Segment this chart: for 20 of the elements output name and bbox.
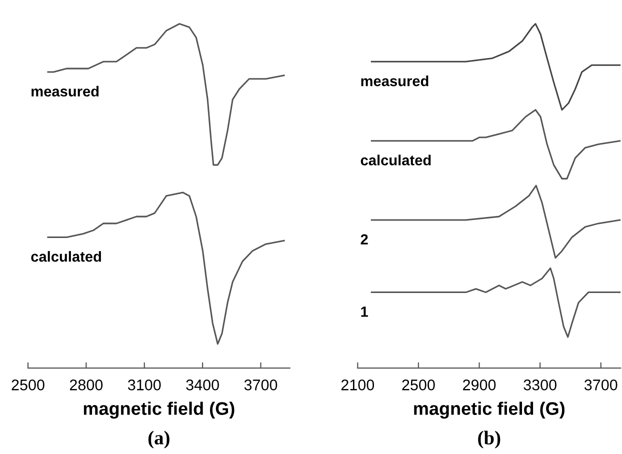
x-tick-label: 2900 bbox=[463, 380, 496, 390]
x-tick-label: 3300 bbox=[524, 380, 556, 390]
x-tick-label: 2500 bbox=[402, 380, 435, 390]
series-label: measured bbox=[361, 76, 428, 86]
x-axis-title: magnetic field (G) bbox=[414, 402, 564, 419]
x-tick-label: 3100 bbox=[128, 380, 161, 390]
x-axis-title: magnetic field (G) bbox=[84, 402, 234, 419]
x-tick-label: 2800 bbox=[70, 380, 103, 390]
series-label: 1 bbox=[361, 306, 368, 317]
x-tick-label: 2100 bbox=[341, 380, 374, 390]
x-tick-label: 3700 bbox=[244, 380, 278, 390]
text: (b) bbox=[478, 430, 500, 448]
text: (a) bbox=[148, 430, 170, 448]
x-tick-label: 3700 bbox=[584, 380, 618, 390]
series-label: measured bbox=[32, 86, 99, 97]
series-label: calculated bbox=[31, 251, 101, 262]
series-label: calculated bbox=[360, 154, 431, 166]
x-tick-label: 3400 bbox=[186, 380, 219, 390]
x-tick-label: 2500 bbox=[12, 380, 44, 390]
series-label: 2 bbox=[360, 234, 368, 244]
